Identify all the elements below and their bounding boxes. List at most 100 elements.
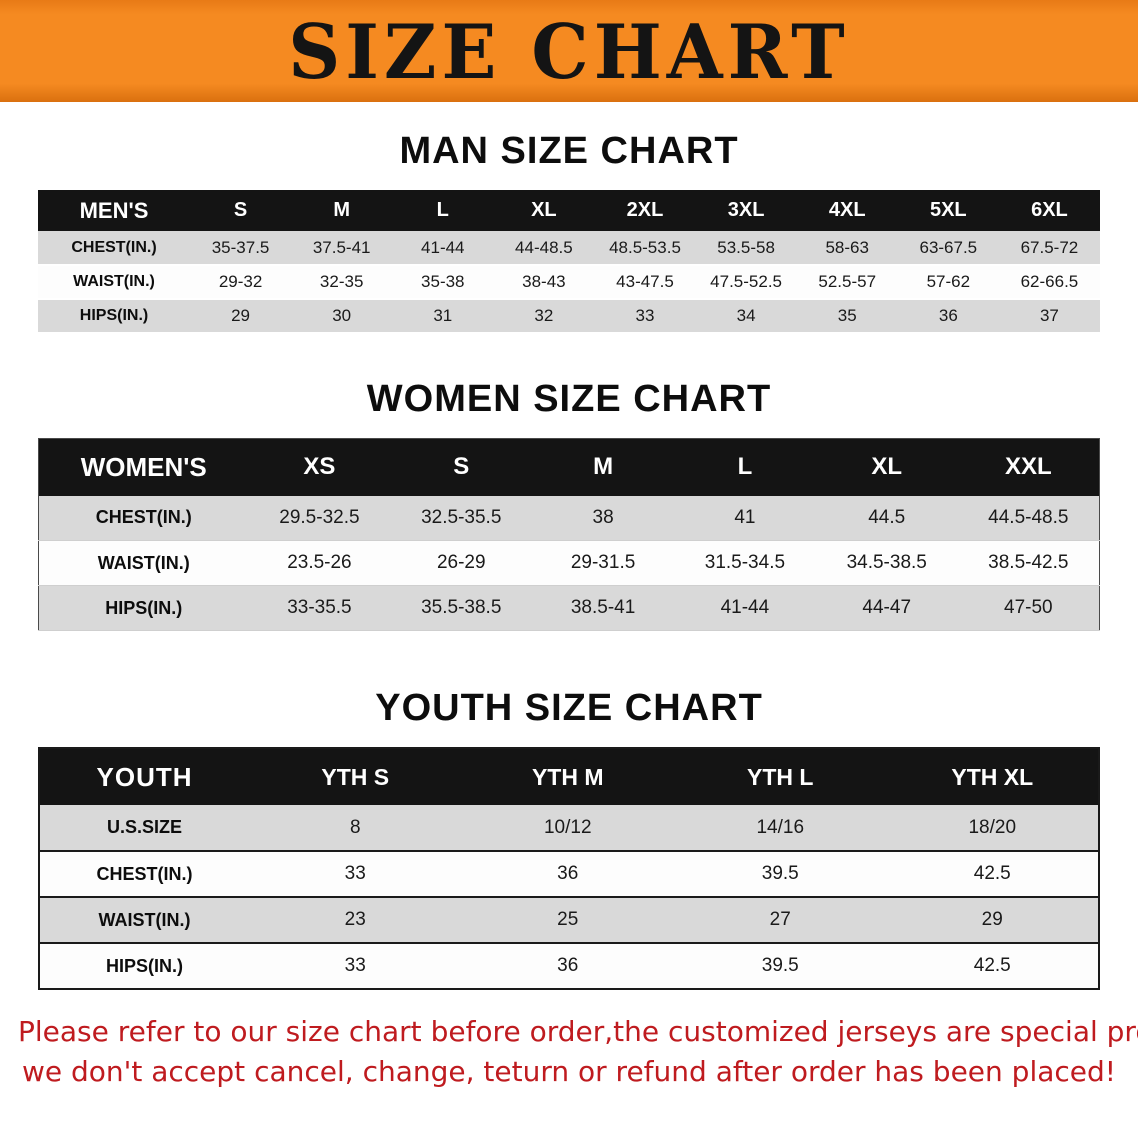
table-cell: 8 <box>249 805 462 852</box>
column-header: M <box>291 190 393 231</box>
note-line-2: we don't accept cancel, change, teturn o… <box>21 1055 1116 1088</box>
table-cell: 32 <box>493 299 595 334</box>
table-cell: 27 <box>674 897 887 944</box>
table-cell: 35-38 <box>392 265 494 300</box>
table-cell: 39.5 <box>674 851 887 898</box>
size-table: MEN'S S M L XL 2XL 3XL 4XL 5XL 6XL CHEST(IN.) 35-37… <box>38 190 1100 334</box>
column-header: M <box>532 438 674 496</box>
banner: SIZE CHART <box>0 0 1138 102</box>
column-header: 4XL <box>796 190 898 231</box>
youth-size-table: YOUTH YTH S YTH M YTH L YTH XL U.S.SIZE 8 10/12… <box>38 747 1100 990</box>
table-cell: 31 <box>392 299 494 334</box>
table-group-label: WOMEN'S <box>38 438 249 496</box>
size-table: WOMEN'S XS S M L XL XXL CHEST(IN.) 29.5-32.5 32.5… <box>38 438 1100 631</box>
row-label: WAIST(IN.) <box>38 265 190 300</box>
column-header: XL <box>815 438 958 496</box>
column-header: YTH M <box>461 748 674 805</box>
section-men: MAN SIZE CHART MEN'S S M L XL 2XL 3XL 4XL 5XL 6XL… <box>0 128 1138 334</box>
table-cell: 58-63 <box>796 231 898 266</box>
table-cell: 42.5 <box>886 943 1099 990</box>
table-cell: 33 <box>594 299 696 334</box>
table-cell: 41-44 <box>392 231 494 266</box>
table-cell: 36 <box>461 943 674 990</box>
note-line-1: Please refer to our size chart before or… <box>18 1015 1138 1048</box>
column-header: YTH S <box>249 748 462 805</box>
table-cell: 25 <box>461 897 674 944</box>
table-cell: 32.5-35.5 <box>390 495 533 541</box>
table-cell: 37 <box>998 299 1100 334</box>
column-header: XS <box>248 438 391 496</box>
table-cell: 23 <box>249 897 462 944</box>
header-row: YOUTH YTH S YTH M YTH L YTH XL <box>39 748 1099 805</box>
table-cell: 29 <box>190 299 292 334</box>
section-youth: YOUTH SIZE CHART YOUTH YTH S YTH M YTH L YTH… <box>0 685 1138 990</box>
row-label: WAIST(IN.) <box>38 540 249 586</box>
table-row: WAIST(IN.) 23 25 27 29 <box>39 897 1099 944</box>
column-header: 6XL <box>998 190 1100 231</box>
table-row: U.S.SIZE 8 10/12 14/16 18/20 <box>39 805 1099 852</box>
table-cell: 36 <box>897 299 999 334</box>
table-cell: 35-37.5 <box>190 231 292 266</box>
women-size-table: WOMEN'S XS S M L XL XXL CHEST(IN.) 29.5-32.5 32.5… <box>38 438 1100 631</box>
size-table: YOUTH YTH S YTH M YTH L YTH XL U.S.SIZE 8 10/12… <box>38 747 1100 990</box>
men-section-heading: MAN SIZE CHART <box>399 130 739 172</box>
table-row: HIPS(IN.) 33-35.5 35.5-38.5 38.5-41 41-44 44-… <box>38 585 1100 631</box>
table-cell: 10/12 <box>461 805 674 852</box>
column-header: L <box>392 190 494 231</box>
table-cell: 32-35 <box>291 265 393 300</box>
table-row: CHEST(IN.) 29.5-32.5 32.5-35.5 38 41 44.5 44.5… <box>38 495 1100 541</box>
column-header: XXL <box>957 438 1100 496</box>
header-row: WOMEN'S XS S M L XL XXL <box>38 438 1100 496</box>
table-row: CHEST(IN.) 35-37.5 37.5-41 41-44 44-48.5 48.5… <box>38 231 1100 266</box>
column-header: S <box>190 190 292 231</box>
row-label: WAIST(IN.) <box>39 897 249 944</box>
table-cell: 29-32 <box>190 265 292 300</box>
column-header: YTH XL <box>886 748 1099 805</box>
column-header: YTH L <box>674 748 887 805</box>
table-cell: 67.5-72 <box>998 231 1100 266</box>
table-cell: 38-43 <box>493 265 595 300</box>
table-cell: 26-29 <box>390 540 533 586</box>
table-group-label: YOUTH <box>39 748 249 805</box>
table-cell: 18/20 <box>886 805 1099 852</box>
table-cell: 42.5 <box>886 851 1099 898</box>
row-label: CHEST(IN.) <box>38 231 190 266</box>
table-row: CHEST(IN.) 33 36 39.5 42.5 <box>39 851 1099 898</box>
table-cell: 34.5-38.5 <box>815 540 958 586</box>
row-label: CHEST(IN.) <box>39 851 249 898</box>
table-cell: 43-47.5 <box>594 265 696 300</box>
table-cell: 41-44 <box>673 585 816 631</box>
table-cell: 36 <box>461 851 674 898</box>
column-header: L <box>673 438 816 496</box>
table-cell: 29-31.5 <box>532 540 674 586</box>
table-cell: 57-62 <box>897 265 999 300</box>
table-cell: 37.5-41 <box>291 231 393 266</box>
column-header: XL <box>493 190 595 231</box>
table-cell: 44.5 <box>815 495 958 541</box>
table-cell: 41 <box>673 495 816 541</box>
table-cell: 47.5-52.5 <box>695 265 797 300</box>
men-size-table: MEN'S S M L XL 2XL 3XL 4XL 5XL 6XL CHEST(IN.) 35-37… <box>38 190 1100 334</box>
table-cell: 62-66.5 <box>998 265 1100 300</box>
table-cell: 30 <box>291 299 393 334</box>
youth-section-heading: YOUTH SIZE CHART <box>375 687 763 729</box>
table-cell: 48.5-53.5 <box>594 231 696 266</box>
table-cell: 38.5-41 <box>532 585 674 631</box>
table-cell: 38 <box>532 495 674 541</box>
table-cell: 63-67.5 <box>897 231 999 266</box>
table-cell: 39.5 <box>674 943 887 990</box>
table-row: HIPS(IN.) 29 30 31 32 33 34 35 36 37 <box>38 299 1100 334</box>
table-cell: 53.5-58 <box>695 231 797 266</box>
footer-note: Please refer to our size chart before or… <box>0 1012 1138 1092</box>
table-cell: 35.5-38.5 <box>390 585 533 631</box>
table-cell: 34 <box>695 299 797 334</box>
section-women: WOMEN SIZE CHART WOMEN'S XS S M L XL XXL CHEST(… <box>0 376 1138 631</box>
table-cell: 52.5-57 <box>796 265 898 300</box>
table-cell: 33 <box>249 943 462 990</box>
table-cell: 33 <box>249 851 462 898</box>
table-cell: 38.5-42.5 <box>957 540 1100 586</box>
row-label: U.S.SIZE <box>39 805 249 852</box>
table-cell: 35 <box>796 299 898 334</box>
row-label: HIPS(IN.) <box>38 585 249 631</box>
table-cell: 33-35.5 <box>248 585 391 631</box>
